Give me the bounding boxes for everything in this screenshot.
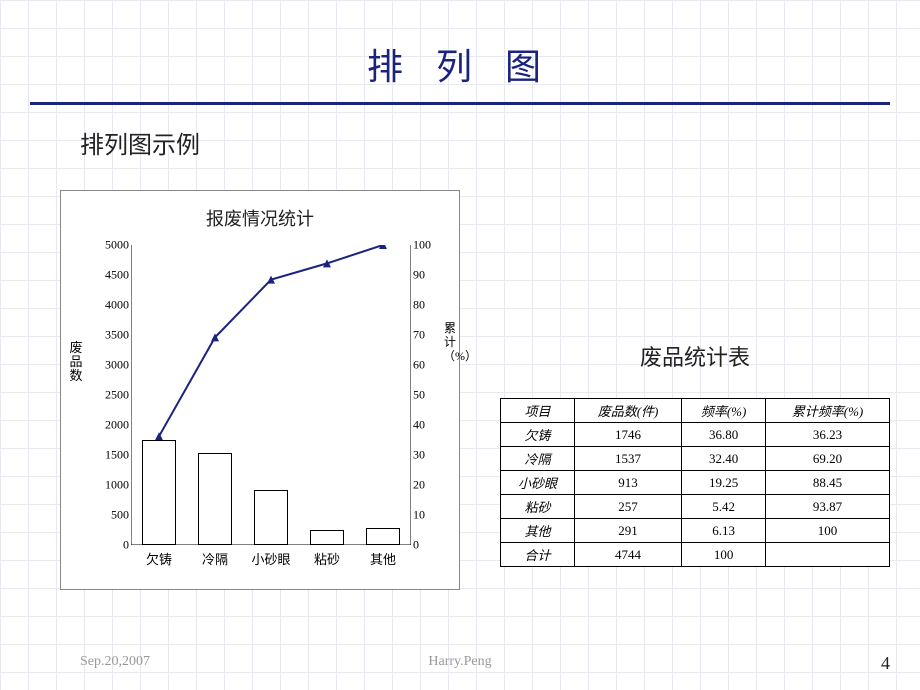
table-cell: 36.23: [766, 423, 890, 447]
y1-tick-label: 0: [123, 538, 129, 553]
y2-tick-label: 60: [413, 358, 425, 373]
table-cell: 32.40: [682, 447, 766, 471]
table-cell: 1746: [574, 423, 681, 447]
table-row: 合计4744100: [501, 543, 890, 567]
y2-tick-label: 80: [413, 298, 425, 313]
table-header-cell: 频率(%): [682, 399, 766, 423]
table-row: 其他2916.13100: [501, 519, 890, 543]
y2-tick-label: 40: [413, 418, 425, 433]
y1-tick-label: 500: [111, 508, 129, 523]
table-cell: [766, 543, 890, 567]
table-header-cell: 废品数(件): [574, 399, 681, 423]
x-category-label: 粘砂: [314, 549, 340, 568]
y2-tick-label: 50: [413, 388, 425, 403]
y2-tick-label: 20: [413, 478, 425, 493]
table-cell: 88.45: [766, 471, 890, 495]
table-cell: 冷隔: [501, 447, 575, 471]
bar: [254, 490, 288, 545]
table-header-cell: 累计频率(%): [766, 399, 890, 423]
table-cell: 欠铸: [501, 423, 575, 447]
table-cell: 合计: [501, 543, 575, 567]
table-cell: 6.13: [682, 519, 766, 543]
table-cell: 小砂眼: [501, 471, 575, 495]
table-cell: 100: [682, 543, 766, 567]
y1-tick-label: 3500: [105, 328, 129, 343]
bar: [198, 453, 232, 545]
page-title: 排 列 图: [0, 0, 920, 102]
table-cell: 其他: [501, 519, 575, 543]
y1-tick-label: 2000: [105, 418, 129, 433]
bar: [366, 528, 400, 545]
table-row: 冷隔153732.4069.20: [501, 447, 890, 471]
x-category-label: 冷隔: [202, 549, 228, 568]
footer-author: Harry.Peng: [0, 654, 920, 670]
table-cell: 69.20: [766, 447, 890, 471]
table-header-cell: 项目: [501, 399, 575, 423]
pareto-chart: 报废情况统计 废品数 累计（%） 05001000150020002500300…: [60, 190, 460, 590]
bar: [142, 440, 176, 545]
right-column: 废品统计表 项目废品数(件)频率(%)累计频率(%)欠铸174636.8036.…: [460, 190, 920, 567]
table-row: 小砂眼91319.2588.45: [501, 471, 890, 495]
table-cell: 93.87: [766, 495, 890, 519]
y1-tick-label: 1500: [105, 448, 129, 463]
y2-ticks: 0102030405060708090100: [411, 245, 441, 545]
table-title: 废品统计表: [500, 340, 890, 372]
x-category-label: 欠铸: [146, 549, 172, 568]
data-table: 项目废品数(件)频率(%)累计频率(%)欠铸174636.8036.23冷隔15…: [500, 398, 890, 567]
content-row: 报废情况统计 废品数 累计（%） 05001000150020002500300…: [0, 190, 920, 590]
table-row: 欠铸174636.8036.23: [501, 423, 890, 447]
y2-tick-label: 90: [413, 268, 425, 283]
y1-axis-label: 废品数: [69, 341, 83, 383]
table-cell: 257: [574, 495, 681, 519]
y2-tick-label: 30: [413, 448, 425, 463]
plot-area: [131, 245, 411, 545]
y2-tick-label: 0: [413, 538, 419, 553]
bar: [310, 530, 344, 545]
y2-tick-label: 100: [413, 238, 431, 253]
y1-tick-label: 1000: [105, 478, 129, 493]
chart-title: 报废情况统计: [61, 205, 459, 231]
y1-ticks: 0500100015002000250030003500400045005000: [91, 245, 131, 545]
footer-page-num: 4: [881, 653, 890, 674]
table-cell: 100: [766, 519, 890, 543]
table-cell: 36.80: [682, 423, 766, 447]
table-cell: 291: [574, 519, 681, 543]
line-marker: [155, 432, 163, 440]
title-rule: [30, 102, 890, 105]
subtitle: 排列图示例: [80, 125, 920, 160]
y1-tick-label: 4500: [105, 268, 129, 283]
table-cell: 913: [574, 471, 681, 495]
y1-tick-label: 5000: [105, 238, 129, 253]
table-row: 粘砂2575.4293.87: [501, 495, 890, 519]
x-category-label: 小砂眼: [251, 549, 290, 568]
y1-tick-label: 4000: [105, 298, 129, 313]
y1-tick-label: 2500: [105, 388, 129, 403]
table-cell: 粘砂: [501, 495, 575, 519]
y1-tick-label: 3000: [105, 358, 129, 373]
y2-tick-label: 70: [413, 328, 425, 343]
x-category-label: 其他: [370, 549, 396, 568]
table-cell: 4744: [574, 543, 681, 567]
table-cell: 1537: [574, 447, 681, 471]
table-cell: 5.42: [682, 495, 766, 519]
y2-tick-label: 10: [413, 508, 425, 523]
table-cell: 19.25: [682, 471, 766, 495]
y2-axis-label: 累计（%）: [443, 321, 457, 363]
